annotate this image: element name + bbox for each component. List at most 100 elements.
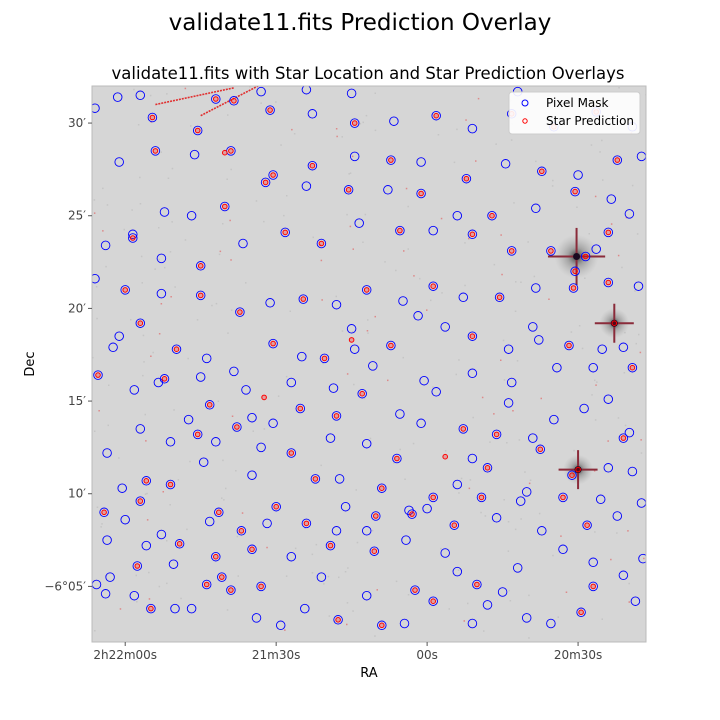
noise-speck [211,304,213,307]
pixel-mask-marker [401,535,411,545]
star-prediction-marker [388,342,394,349]
noise-speck [349,225,352,228]
noise-speck [594,419,597,421]
x-tick-label: 21m30s [252,648,300,662]
star-prediction-marker [394,455,400,462]
pixel-mask-marker [156,529,167,540]
noise-speck [328,615,331,617]
pixel-mask-marker [333,615,343,625]
pixel-mask-marker [361,438,372,449]
pixel-mask-marker [416,418,426,429]
star-prediction-marker [345,187,352,193]
noise-speck [570,331,573,333]
noise-speck [374,635,376,637]
noise-speck [540,397,542,400]
noise-speck [144,493,147,495]
noise-speck [291,128,293,131]
noise-speck [346,373,349,375]
noise-speck [335,128,338,130]
star-prediction-marker [629,364,636,371]
noise-speck [413,275,415,277]
pixel-mask-marker [325,433,336,443]
pixel-mask-marker [627,466,638,477]
noise-speck [252,430,254,432]
noise-speck [432,386,434,388]
pixel-mask-marker [316,572,327,582]
pixel-mask-marker [570,266,580,277]
pixel-mask-marker [491,513,502,523]
noise-speck [266,546,268,549]
star-prediction-marker [228,587,234,593]
pixel-mask-marker [129,385,140,395]
star-prediction-marker [149,114,156,121]
noise-speck [628,601,630,603]
y-tick-label: 15′ [68,394,86,408]
pixel-mask-marker [458,292,469,303]
noise-speck [364,213,367,216]
noise-speck [230,259,232,261]
noise-speck [327,575,330,578]
noise-speck [367,319,369,321]
star-prediction-marker [161,376,168,382]
pixel-mask-marker [512,563,523,573]
noise-speck [430,299,432,302]
noise-speck [436,227,439,229]
pixel-mask-marker [286,377,297,388]
noise-speck [376,589,378,591]
pixel-mask-marker [606,194,617,204]
star-prediction-marker [228,148,234,154]
noise-speck [344,571,347,573]
noise-speck [404,478,406,480]
pixel-mask-marker [428,596,438,606]
legend-box [508,91,641,135]
pixel-mask-marker [386,155,396,165]
noise-speck [152,351,154,354]
noise-speck [596,381,598,383]
noise-speck [469,479,472,481]
noise-speck [341,330,344,332]
pixel-mask-marker [307,109,318,119]
pixel-mask-marker [340,501,351,512]
star-prediction-marker [238,528,245,534]
pixel-mask-marker [398,296,408,306]
star-prediction-marker [197,263,204,269]
noise-speck [395,269,397,272]
star-prediction-marker [570,285,577,291]
x-tick-label: 2h22m00s [93,648,157,662]
noise-speck [602,179,604,181]
pixel-mask-marker [286,448,297,458]
pixel-mask-marker [413,311,423,321]
noise-speck [356,541,359,544]
pixel-mask-marker [535,444,546,455]
star-prediction-marker [270,340,276,347]
pixel-mask-marker [189,149,200,160]
pixel-mask-marker [428,225,438,236]
noise-speck [167,177,170,179]
noise-speck [464,284,466,287]
pixel-mask-marker [211,437,221,447]
noise-speck [362,121,364,124]
pixel-mask-marker [603,463,614,473]
noise-speck [184,87,187,90]
noise-speck [322,362,324,365]
noise-speck [365,114,368,117]
pixel-mask-marker [582,520,592,530]
star-prediction-marker [203,581,210,588]
noise-speck [595,384,597,386]
pixel-mask-marker [156,288,167,299]
pixel-mask-marker [531,283,541,293]
noise-speck [304,527,306,529]
noise-speck [170,296,172,298]
star-prediction-marker [566,342,572,349]
noise-speck [335,295,337,298]
noise-speck [601,139,603,142]
noise-speck [387,379,389,382]
noise-speck [218,253,221,256]
pixel-mask-marker [120,514,130,525]
pixel-mask-marker [275,620,286,631]
y-tick-label: −6°05′ [44,579,86,593]
noise-speck [263,428,266,430]
noise-speck [515,281,517,283]
star-prediction-marker [297,405,304,412]
noise-speck [359,122,362,125]
